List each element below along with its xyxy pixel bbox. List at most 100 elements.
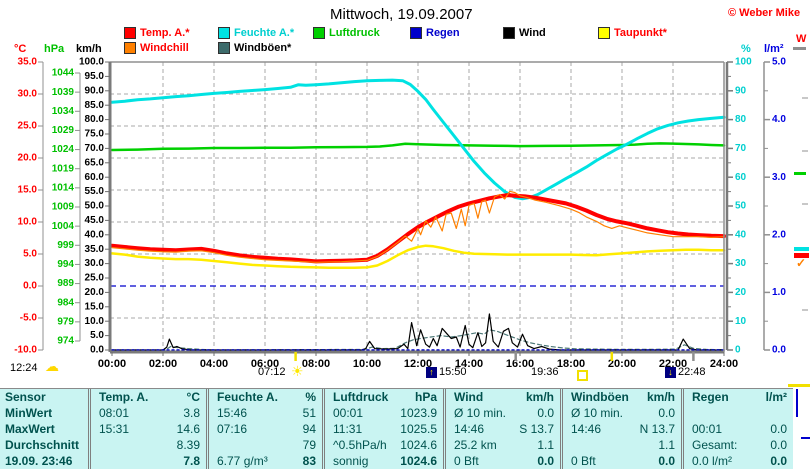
table-cell-wind: 0 Bft 0.0 xyxy=(443,453,560,469)
table-cell-text: 0.0 l/m² xyxy=(692,454,733,468)
table-cell-value: 51 xyxy=(302,406,316,420)
kmh-axis-label: 90.0 xyxy=(85,85,105,96)
table-cell-luftdruck: Luftdruck hPa xyxy=(322,389,443,405)
hpa-axis-label: 1039 xyxy=(52,87,75,98)
table-cell-luftdruck: 11:31 1025.5 xyxy=(322,421,443,437)
table-cell-value: 0.0 xyxy=(770,438,787,452)
celsius-axis-label: 25.0 xyxy=(18,121,38,132)
cloud-icon: ☁ xyxy=(45,358,59,374)
kmh-axis-label: 25.0 xyxy=(85,273,105,284)
table-cell-value: 1025.5 xyxy=(400,422,437,436)
time-axis-label: 10:00 xyxy=(353,358,381,370)
hpa-axis-label: 1029 xyxy=(52,125,75,136)
table-column-unit: % xyxy=(305,390,316,404)
legend-swatch xyxy=(124,42,136,54)
table-column-name: Wind xyxy=(454,390,484,404)
percent-axis-label: 60 xyxy=(735,172,747,183)
kmh-axis-label: 15.0 xyxy=(85,301,105,312)
table-cell-text: 11:31 xyxy=(333,422,363,436)
pressure-current-marker xyxy=(794,172,806,175)
hpa-axis-label: 999 xyxy=(57,240,74,251)
celsius-axis-label: 10.0 xyxy=(18,217,38,228)
time-axis-label: 18:00 xyxy=(557,358,585,370)
kmh-axis-label: 60.0 xyxy=(85,172,105,183)
kmh-axis-label: 95.0 xyxy=(85,71,105,82)
time-axis-label: 12:00 xyxy=(404,358,432,370)
percent-axis-label: 100 xyxy=(735,57,752,68)
kmh-axis-label: 100.0 xyxy=(79,57,104,68)
observation-time-label: 12:24 xyxy=(10,362,38,374)
table-row-label: MaxWert xyxy=(5,422,55,436)
table-cell-tempa: Temp. A. °C xyxy=(88,389,206,405)
legend-label: Taupunkt* xyxy=(614,27,667,39)
table-cell-value: 7.8 xyxy=(183,454,200,468)
table-cell-luftdruck: 00:01 1023.9 xyxy=(322,405,443,421)
humidity-current-marker xyxy=(794,247,809,251)
page-title: Mittwoch, 19.09.2007 xyxy=(330,6,473,23)
table-column-name: Regen xyxy=(692,390,729,404)
table-cell-value: 14.6 xyxy=(176,422,200,436)
table-cell-value: 1024.6 xyxy=(400,454,437,468)
lm2-axis-label: 5.0 xyxy=(772,57,786,68)
legend-swatch xyxy=(218,27,230,39)
moonset-time-label: 22:48 xyxy=(678,366,706,378)
time-axis-label: 14:00 xyxy=(455,358,483,370)
percent-axis-label: 90 xyxy=(735,85,747,96)
kmh-axis-label: 5.0 xyxy=(90,330,104,341)
table-cell-luftdruck: ^0.5hPa/h 1024.6 xyxy=(322,437,443,453)
cropped-yellow-line xyxy=(788,384,810,387)
table-row-label: MinWert xyxy=(5,406,53,420)
table-cell-value: 79 xyxy=(302,438,316,452)
percent-unit-label: % xyxy=(741,43,751,55)
table-cell-wind: 14:46 S 13.7 xyxy=(443,421,560,437)
table-cell-text: sonnig xyxy=(333,454,369,468)
sunset-sun-icon xyxy=(577,370,588,381)
lm2-axis-label: 1.0 xyxy=(772,287,786,298)
table-column-unit: °C xyxy=(186,390,200,404)
table-column-name: Luftdruck xyxy=(333,390,389,404)
table-cell-text: 14:46 xyxy=(454,422,485,436)
celsius-axis-label: 5.0 xyxy=(23,249,37,260)
table-cell-regen xyxy=(681,405,793,421)
time-axis-label: 08:00 xyxy=(302,358,330,370)
percent-axis-label: 0 xyxy=(735,345,741,356)
moonrise-time-label: 15:50 xyxy=(439,366,467,378)
table-cell-text: 15:31 xyxy=(99,422,130,436)
hpa-axis-label: 974 xyxy=(57,336,74,347)
table-cell-value: 1.1 xyxy=(658,438,675,452)
table-cell-text: 00:01 xyxy=(692,422,723,436)
lm2-unit-label: l/m² xyxy=(764,43,784,55)
table-cell-feuchtea: 07:16 94 xyxy=(206,421,322,437)
sunrise-time-label: 07:12 xyxy=(258,366,286,378)
percent-axis-label: 70 xyxy=(735,143,747,154)
hpa-axis-label: 984 xyxy=(57,297,74,308)
table-cell-value: 83 xyxy=(302,454,316,468)
celsius-unit-label: °C xyxy=(14,43,27,55)
table-cell-value: 0.0 xyxy=(658,454,675,468)
legend-swatch xyxy=(503,27,515,39)
legend-swatch xyxy=(598,27,610,39)
table-column-name: Windböen xyxy=(571,390,629,404)
table-cell-text: 25.2 km xyxy=(454,438,497,452)
celsius-axis-label: 0.0 xyxy=(23,281,37,292)
time-axis-label: 06:00 xyxy=(251,358,279,370)
percent-axis-label: 30 xyxy=(735,258,747,269)
time-axis-label: 20:00 xyxy=(608,358,636,370)
kmh-axis-label: 45.0 xyxy=(85,215,105,226)
table-cell-tempa: 08:01 3.8 xyxy=(88,405,206,421)
hpa-axis-label: 994 xyxy=(57,259,74,270)
table-cell-value: S 13.7 xyxy=(519,422,554,436)
table-column-name: Temp. A. xyxy=(99,390,149,404)
hpa-axis-label: 989 xyxy=(57,278,74,289)
series-taupunkt xyxy=(110,244,726,270)
table-column-unit: hPa xyxy=(414,390,437,404)
table-cell-windben: 1.1 xyxy=(560,437,681,453)
table-cell-value: 1.1 xyxy=(537,438,554,452)
hpa-axis-label: 1009 xyxy=(52,202,75,213)
table-cell-regen: Gesamt: 0.0 xyxy=(681,437,793,453)
legend-item-feuchtea: Feuchte A.* xyxy=(218,27,294,39)
celsius-axis-label: -10.0 xyxy=(14,345,37,356)
table-cell-regen: 0.0 l/m² 0.0 xyxy=(681,453,793,469)
wm2-series-swatch xyxy=(793,47,806,50)
